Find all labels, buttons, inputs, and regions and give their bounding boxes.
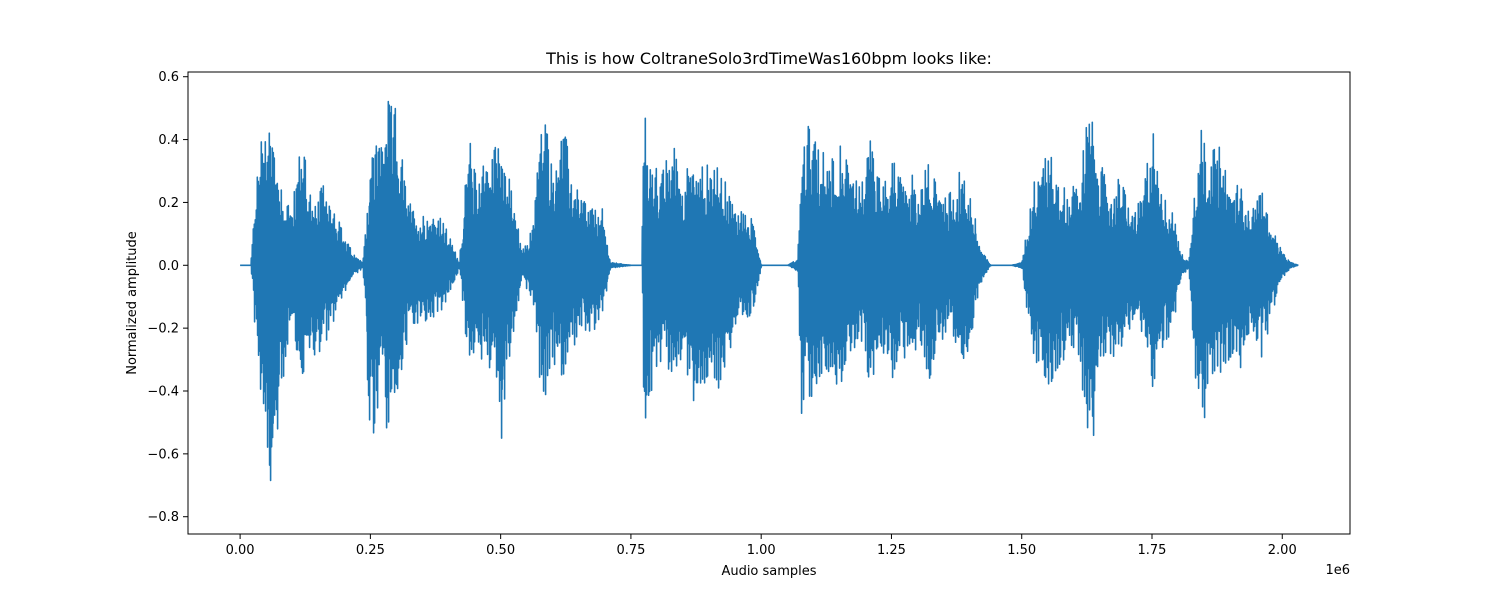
x-tick-label: 2.00 xyxy=(1268,543,1297,558)
x-tick-label: 1.75 xyxy=(1138,543,1167,558)
x-tick-label: 0.75 xyxy=(616,543,645,558)
waveform-line xyxy=(239,100,1299,482)
x-axis-label: Audio samples xyxy=(721,564,816,579)
x-tick-label: 0.25 xyxy=(356,543,385,558)
x-tick-label: 1.25 xyxy=(877,543,906,558)
x-axis-offset-label: 1e6 xyxy=(1325,563,1350,578)
waveform-series xyxy=(239,100,1299,482)
y-tick-label: −0.4 xyxy=(147,385,179,400)
y-tick-label: −0.6 xyxy=(147,447,179,462)
x-tick-label: 1.00 xyxy=(747,543,776,558)
chart-title: This is how ColtraneSolo3rdTimeWas160bpm… xyxy=(545,49,992,68)
x-tick-label: 0.00 xyxy=(226,543,255,558)
x-tick-label: 0.50 xyxy=(486,543,515,558)
plot-frame xyxy=(187,71,1351,535)
y-tick-label: 0.4 xyxy=(158,133,179,148)
y-tick-label: −0.8 xyxy=(147,510,179,525)
x-axis: 0.00 0.25 0.50 0.75 1.00 1.25 1.50 1.75 2.00 xyxy=(226,534,1297,558)
y-tick-label: 0.0 xyxy=(158,259,179,274)
y-tick-label: −0.2 xyxy=(147,322,179,337)
y-tick-label: 0.2 xyxy=(158,196,179,211)
y-axis: −0.8 −0.6 −0.4 −0.2 0.0 0.2 0.4 0.6 xyxy=(147,70,188,525)
y-axis-label: Normalized amplitude xyxy=(125,231,140,375)
y-tick-label: 0.6 xyxy=(158,70,179,85)
x-tick-label: 1.50 xyxy=(1007,543,1036,558)
